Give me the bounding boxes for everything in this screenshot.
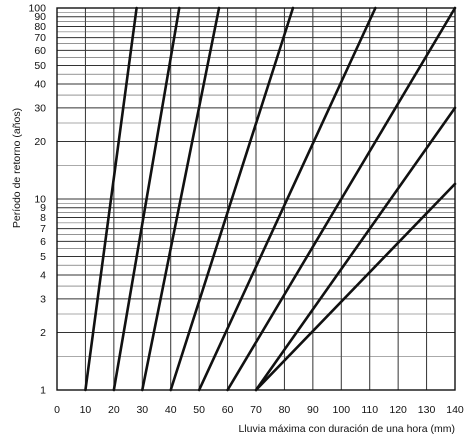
y-tick-label: 80 xyxy=(34,21,46,33)
y-tick-label: 30 xyxy=(34,102,46,114)
x-tick-label: 140 xyxy=(446,404,464,416)
series-line xyxy=(226,6,457,392)
series-lines xyxy=(84,6,457,392)
series-line xyxy=(169,6,295,392)
x-tick-label: 60 xyxy=(222,404,234,416)
y-tick-label: 9 xyxy=(40,202,46,214)
y-tick-label: 2 xyxy=(40,327,46,339)
y-tick-label: 40 xyxy=(34,79,46,91)
y-tick-label: 50 xyxy=(34,60,46,72)
series-line xyxy=(197,6,377,392)
x-tick-label: 100 xyxy=(333,404,351,416)
y-tick-label: 8 xyxy=(40,212,46,224)
x-tick-label: 50 xyxy=(193,404,205,416)
x-tick-label: 70 xyxy=(250,404,262,416)
series-line xyxy=(112,6,181,392)
x-tick-label: 30 xyxy=(136,404,148,416)
y-tick-label: 10 xyxy=(34,194,46,206)
y-tick-label: 100 xyxy=(28,3,46,15)
series-line xyxy=(84,6,138,392)
x-tick-label: 0 xyxy=(54,404,60,416)
y-axis-label: Período de retorno (años) xyxy=(11,108,23,228)
x-tick-label: 20 xyxy=(108,404,120,416)
grid xyxy=(56,7,456,391)
x-tick-label: 90 xyxy=(307,404,319,416)
y-tick-label: 1 xyxy=(40,385,46,397)
y-tick-label: 3 xyxy=(40,293,46,305)
y-tick-label: 60 xyxy=(34,45,46,57)
x-tick-label: 130 xyxy=(418,404,436,416)
x-tick-label: 80 xyxy=(279,404,291,416)
x-axis-label: Lluvia máxima con duración de una hora (… xyxy=(238,423,455,435)
y-tick-label: 20 xyxy=(34,136,46,148)
y-tick-label: 70 xyxy=(34,32,46,44)
y-tick-label: 6 xyxy=(40,236,46,248)
x-tick-label: 120 xyxy=(389,404,407,416)
y-tick-label: 7 xyxy=(40,223,46,235)
axes xyxy=(56,7,456,391)
x-tick-label: 110 xyxy=(361,404,378,416)
plot-frame xyxy=(56,7,456,391)
y-tick-label: 90 xyxy=(34,11,46,23)
series-line xyxy=(254,106,457,392)
x-tick-label: 40 xyxy=(165,404,177,416)
y-tick-label: 4 xyxy=(40,270,46,282)
x-tick-label: 10 xyxy=(80,404,92,416)
x-tick-labels: 0 10 20 30 40 50 60 70 80 90 100 110 120 130 140 xyxy=(54,404,464,416)
series-line xyxy=(140,6,221,392)
y-tick-label: 5 xyxy=(40,251,46,263)
series-line xyxy=(254,182,457,392)
